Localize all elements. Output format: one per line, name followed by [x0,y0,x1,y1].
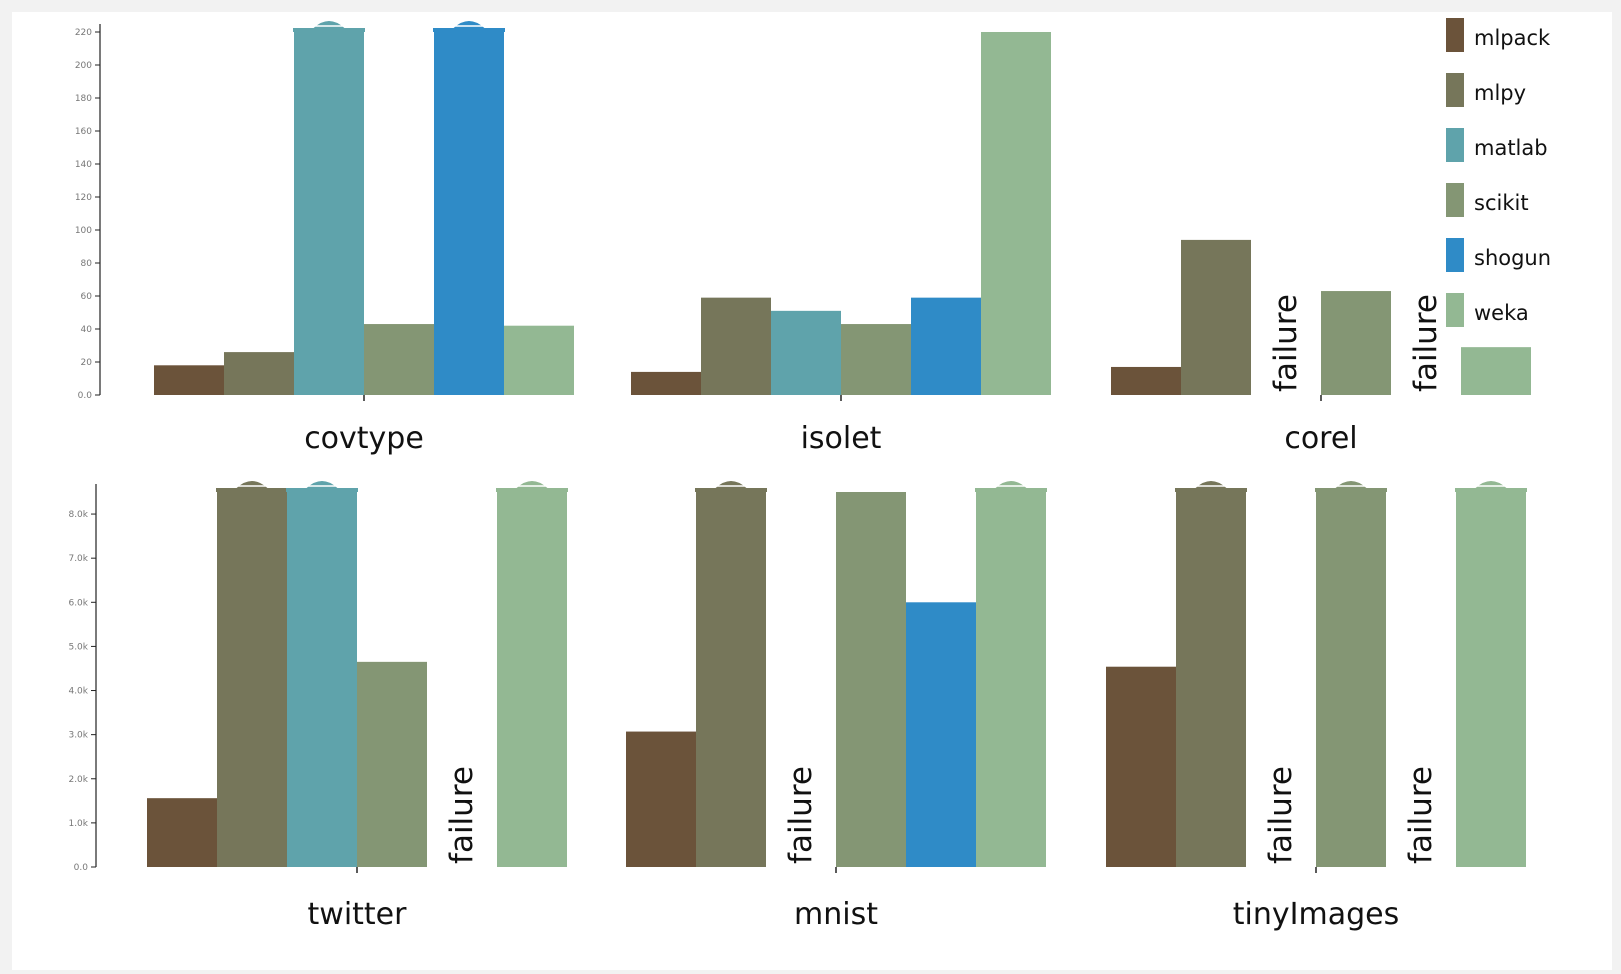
category-label: isolet [801,421,882,456]
bar-weka [981,32,1051,395]
legend-label: matlab [1474,136,1548,160]
y-tick-label: 6.0k [68,598,88,608]
bar-mlpack [147,798,217,867]
bar-scikit [836,492,906,867]
bar-weka [1456,492,1526,867]
legend-swatch-matlab [1446,128,1464,162]
bar-mlpack [1111,366,1181,395]
failure-label: failure [783,766,819,864]
bar-mlpack [154,365,224,395]
bar-mlpy [1176,492,1246,867]
grouped-bar-chart: 0.0 20 40 60 80 100 120 140 160 180 200 220 covtype i… [68,18,1551,932]
bar-scikit [1321,291,1391,395]
y-tick-label: 60 [81,292,93,302]
bar-mlpy [696,492,766,867]
legend-label: scikit [1474,191,1529,215]
failure-label: failure [1263,766,1299,864]
y-tick-label: 2.0k [68,775,88,785]
bar-mlpy [1181,239,1251,395]
y-tick-label: 3.0k [68,731,88,741]
category-label: twitter [308,897,408,932]
bar-mlpy [701,297,771,395]
y-tick-label: 200 [75,61,92,71]
bar-scikit [841,324,911,395]
legend-label: mlpy [1474,81,1526,105]
legend-swatch-scikit [1446,183,1464,217]
y-tick-label: 140 [75,160,92,170]
y-tick-label: 120 [75,193,92,203]
bar-matlab [771,310,841,395]
y-tick-label: 100 [75,226,92,236]
bar-shogun [906,602,976,867]
y-tick-label: 180 [75,94,92,104]
legend-swatch-weka [1446,293,1464,327]
bar-weka [976,492,1046,867]
y-tick-label: 4.0k [68,687,88,697]
category-label: mnist [794,897,878,932]
y-tick-label: 40 [81,325,93,335]
legend-label: shogun [1474,246,1551,270]
bar-scikit [357,661,427,867]
legend-label: weka [1474,301,1529,325]
y-tick-label: 220 [75,28,92,38]
bar-shogun [434,32,504,395]
legend-swatch-shogun [1446,238,1464,272]
legend-swatch-mlpy [1446,73,1464,107]
y-tick-label: 5.0k [68,642,88,652]
bar-mlpy [217,492,287,867]
bar-mlpack [1106,666,1176,867]
y-tick-label: 20 [81,358,93,368]
y-tick-label: 8.0k [68,510,88,520]
legend-swatch-mlpack [1446,18,1464,52]
y-tick-label: 7.0k [68,554,88,564]
bar-matlab [287,492,357,867]
bar-mlpack [631,371,701,395]
y-tick-label: 0.0 [78,391,93,401]
failure-label: failure [444,766,480,864]
bar-scikit [364,324,434,395]
bar-scikit [1316,492,1386,867]
category-label: tinyImages [1233,897,1399,932]
bar-weka [504,325,574,395]
bar-mlpack [626,731,696,867]
y-tick-label: 160 [75,127,92,137]
y-tick-label: 80 [81,259,93,269]
legend-label: mlpack [1474,26,1551,50]
y-tick-label: 1.0k [68,819,88,829]
failure-label: failure [1408,294,1444,392]
bar-mlpy [224,352,294,395]
failure-label: failure [1268,294,1304,392]
bar-weka [1461,347,1531,395]
bar-matlab [294,32,364,395]
bar-shogun [911,297,981,395]
failure-label: failure [1403,766,1439,864]
y-tick-label: 0.0 [74,863,89,873]
category-label: covtype [304,421,424,456]
benchmark-figure: 0.0 20 40 60 80 100 120 140 160 180 200 220 covtype i… [12,12,1612,970]
bar-weka [497,492,567,867]
category-label: corel [1284,421,1357,456]
